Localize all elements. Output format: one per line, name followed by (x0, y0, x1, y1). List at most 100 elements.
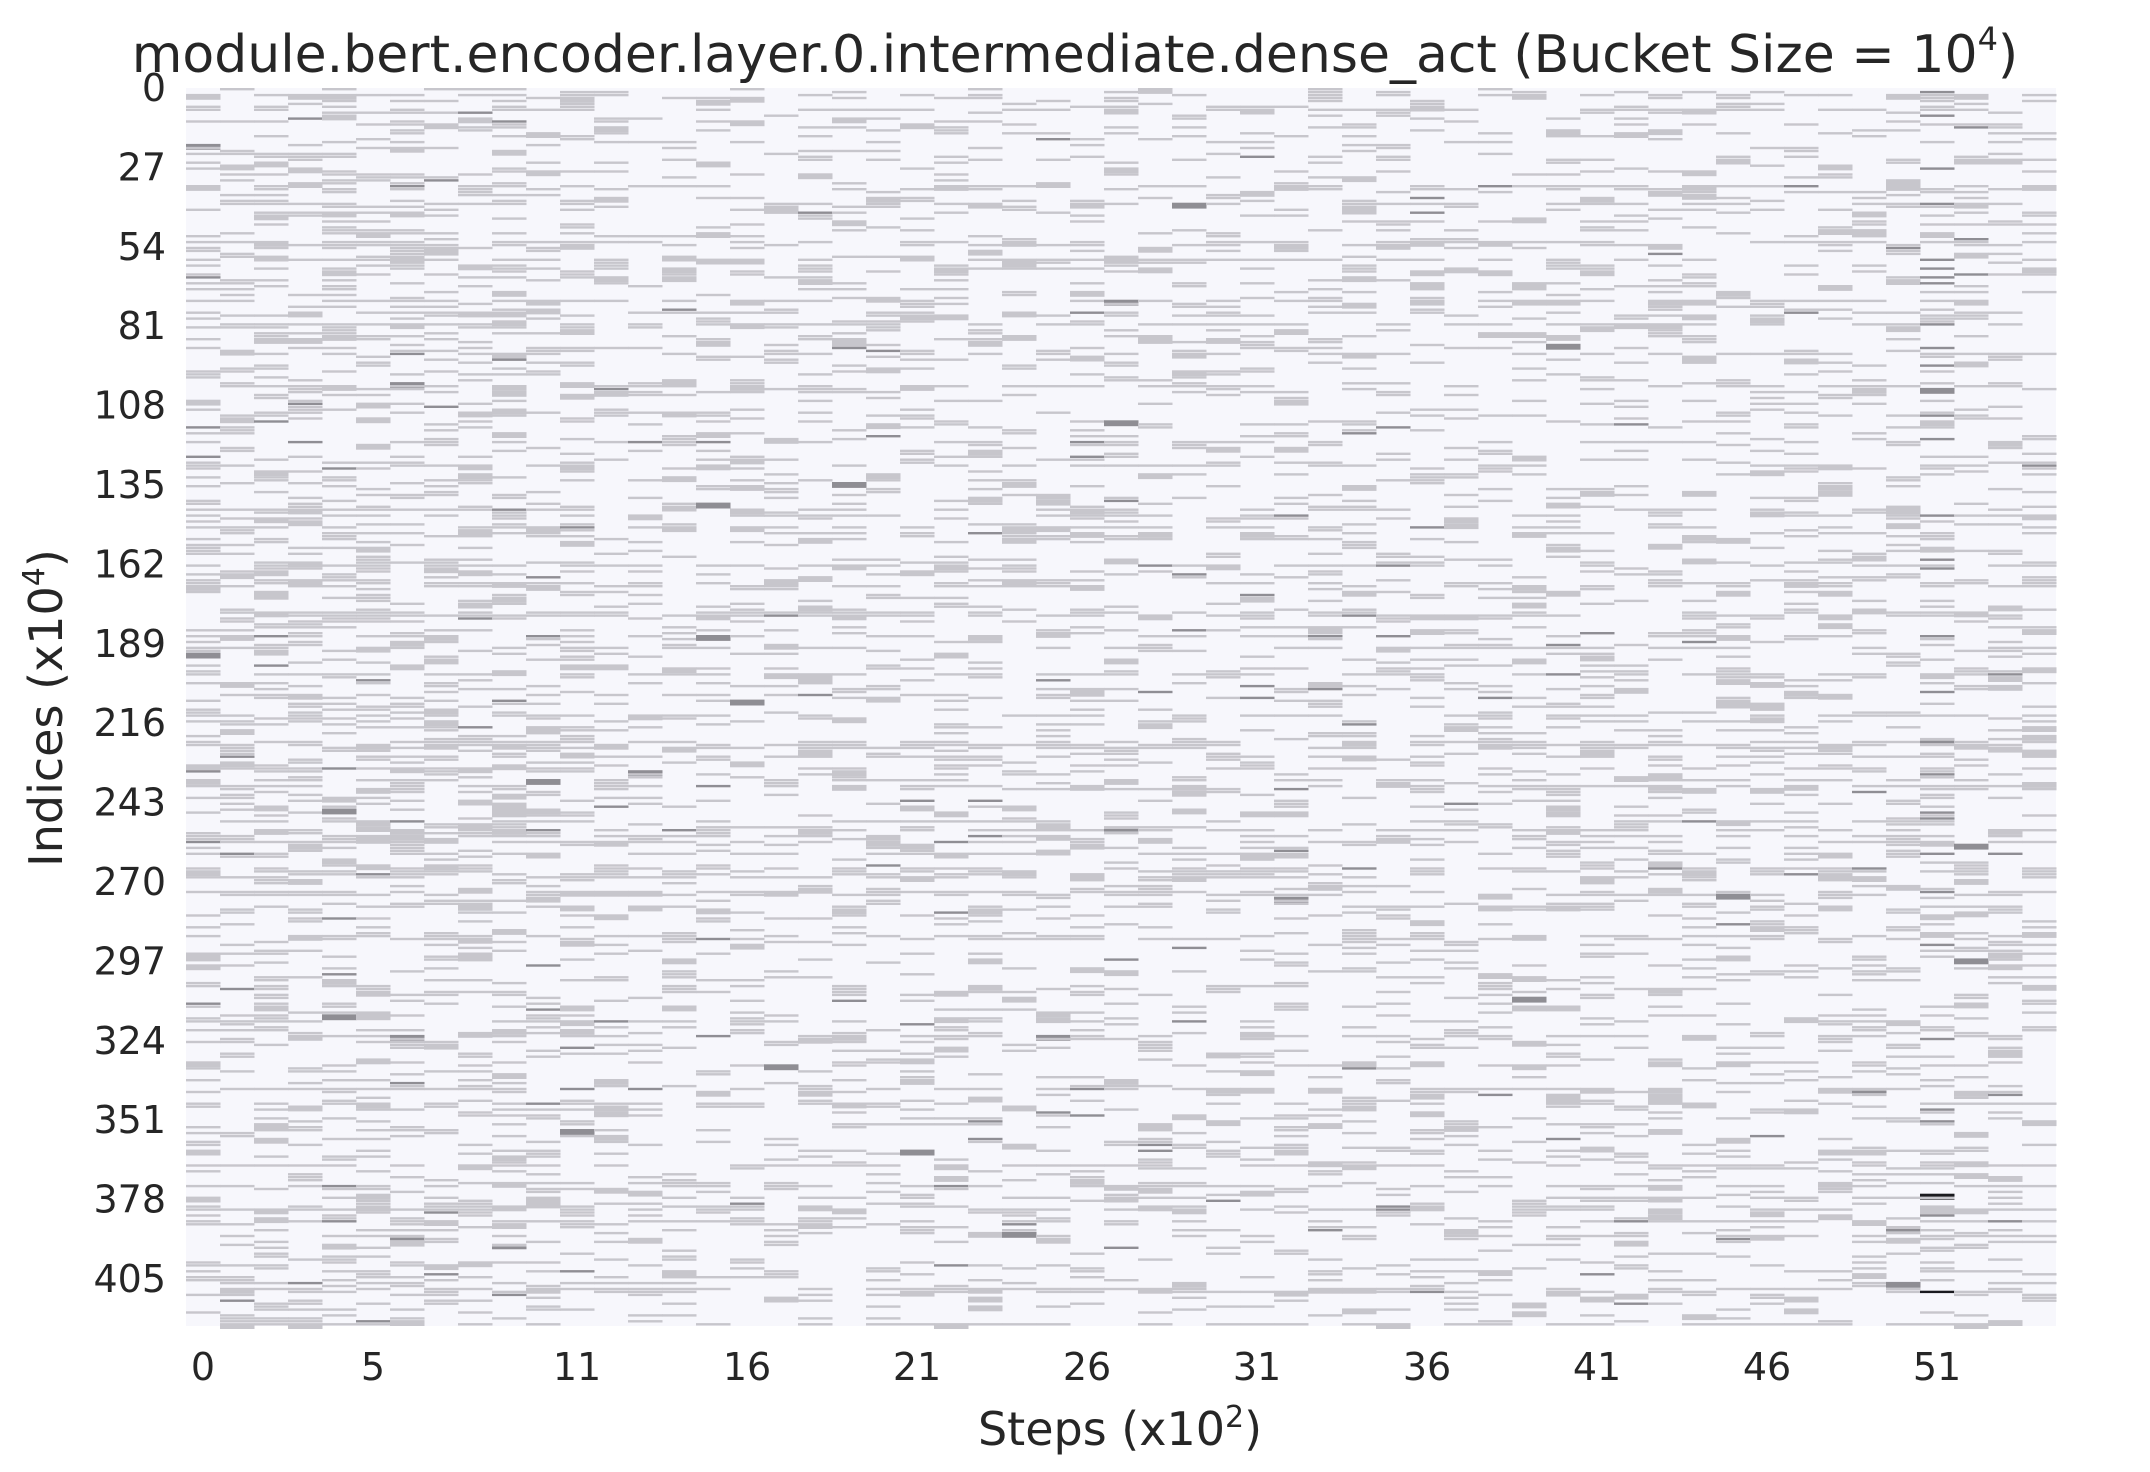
heatmap-cell (900, 199, 935, 203)
heatmap-cell (968, 920, 1003, 923)
heatmap-cell (1308, 1184, 1343, 1188)
heatmap-cell (1070, 1184, 1105, 1188)
heatmap-cell (356, 255, 391, 258)
heatmap-cell (1104, 464, 1139, 467)
heatmap-cell (900, 570, 935, 577)
heatmap-cell (900, 302, 935, 306)
heatmap-cell (526, 896, 561, 903)
heatmap-cell (934, 455, 969, 458)
heatmap-cell (254, 829, 289, 835)
heatmap-cell (594, 702, 629, 705)
heatmap-cell (492, 393, 527, 397)
heatmap-cell (696, 293, 731, 297)
heatmap-cell (356, 635, 391, 638)
heatmap-cell (1580, 981, 1615, 985)
heatmap-cell (220, 1184, 255, 1188)
heatmap-cell (1512, 829, 1547, 832)
heatmap-cell (1682, 934, 1717, 938)
heatmap-cell (356, 311, 391, 314)
heatmap-cell (1002, 1164, 1037, 1167)
heatmap-cell (1648, 264, 1683, 267)
heatmap-cell (1036, 937, 1071, 941)
heatmap-cell (696, 1205, 731, 1208)
heatmap-cell (594, 1105, 629, 1112)
heatmap-cell (1274, 608, 1309, 611)
heatmap-cell (934, 185, 969, 191)
heatmap-cell (492, 290, 527, 297)
heatmap-cell (186, 1102, 221, 1105)
heatmap-cell (492, 1184, 527, 1188)
heatmap-cell (424, 338, 459, 341)
heatmap-cell (662, 632, 697, 635)
heatmap-cell (1512, 870, 1547, 873)
heatmap-cell (594, 387, 629, 391)
heatmap-cell (424, 758, 459, 761)
heatmap-cell (1342, 767, 1377, 770)
heatmap-cell (560, 734, 595, 738)
heatmap-cell (492, 408, 527, 415)
heatmap-cell (390, 1234, 425, 1241)
heatmap-cell (1750, 617, 1785, 620)
heatmap-cell (1002, 535, 1037, 538)
heatmap-cell (832, 117, 867, 124)
heatmap-cell (832, 905, 867, 908)
heatmap-cell (628, 1290, 663, 1294)
heatmap-cell (1240, 335, 1275, 338)
heatmap-cell (390, 646, 425, 650)
heatmap-cell (1614, 1320, 1649, 1323)
heatmap-cell (322, 1308, 357, 1311)
heatmap-cell (526, 96, 561, 100)
heatmap-cell (322, 111, 357, 114)
heatmap-cell (1206, 323, 1241, 326)
heatmap-cell (968, 93, 1003, 97)
heatmap-cell (594, 1052, 629, 1055)
heatmap-cell (492, 217, 527, 220)
heatmap-cell (866, 1270, 901, 1273)
heatmap-cell (1614, 829, 1649, 832)
heatmap-cell (254, 673, 289, 676)
heatmap-cell (254, 1281, 289, 1285)
heatmap-cell (322, 979, 357, 985)
heatmap-cell (1580, 570, 1615, 573)
heatmap-cell (1036, 632, 1071, 638)
heatmap-cell (662, 873, 697, 876)
heatmap-cell (866, 755, 901, 758)
heatmap-cell (1750, 496, 1785, 500)
heatmap-cell (390, 508, 425, 511)
heatmap-cell (322, 1261, 357, 1264)
heatmap-cell (968, 340, 1003, 347)
heatmap-cell (254, 338, 289, 344)
heatmap-cell (662, 626, 697, 629)
heatmap-cell (1376, 1287, 1411, 1291)
heatmap-cell (696, 323, 731, 326)
heatmap-cell (1682, 273, 1717, 276)
heatmap-cell (934, 640, 969, 644)
heatmap-cell (1614, 1264, 1649, 1267)
heatmap-cell (662, 614, 697, 617)
heatmap-cell (1002, 464, 1037, 467)
heatmap-cell (900, 196, 935, 200)
heatmap-cell (288, 102, 323, 106)
heatmap-cell (1240, 343, 1275, 347)
heatmap-cell (1512, 1064, 1547, 1071)
heatmap-cell (934, 385, 969, 388)
heatmap-cell (1682, 420, 1717, 423)
heatmap-cell (526, 361, 561, 364)
heatmap-cell (424, 767, 459, 770)
heatmap-cell (1546, 1102, 1581, 1105)
heatmap-cell (1614, 673, 1649, 676)
heatmap-cell (322, 140, 357, 144)
heatmap-cell (424, 558, 459, 561)
heatmap-cell (1376, 1214, 1411, 1217)
heatmap-cell (356, 582, 391, 585)
heatmap-cell (424, 737, 459, 741)
heatmap-cell (1648, 1102, 1683, 1105)
heatmap-cell (1648, 776, 1683, 779)
heatmap-cell (1104, 779, 1139, 785)
heatmap-cell (288, 1323, 323, 1329)
heatmap-cell (288, 879, 323, 885)
heatmap-cell (594, 188, 629, 191)
heatmap-cell (866, 1202, 901, 1205)
heatmap-cell (1070, 1087, 1105, 1091)
heatmap-cell (322, 370, 357, 373)
